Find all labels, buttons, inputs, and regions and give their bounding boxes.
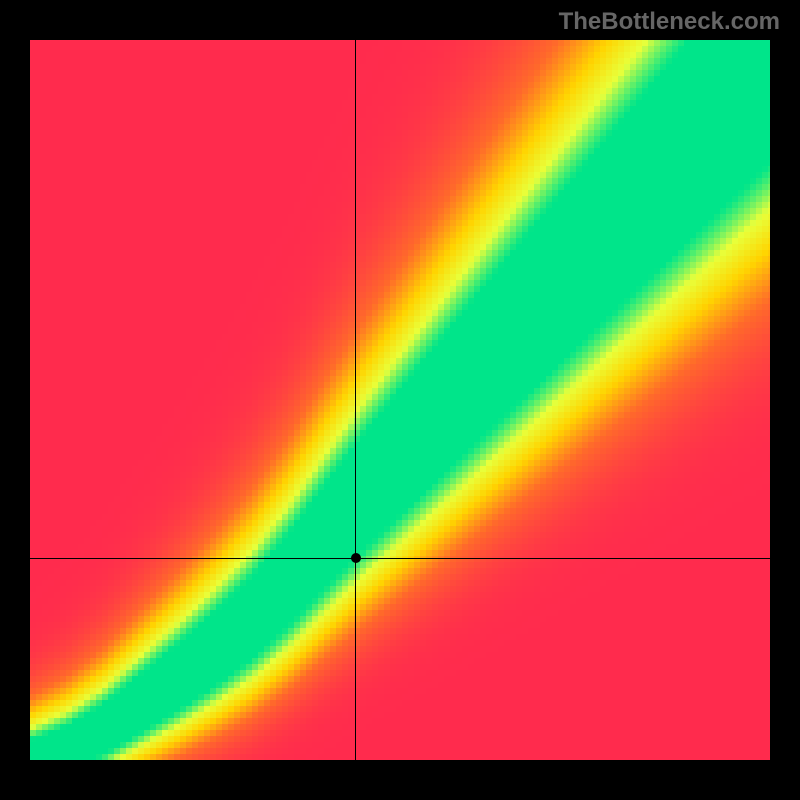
heatmap-plot [30, 40, 770, 760]
heatmap-canvas [30, 40, 770, 760]
chart-container: TheBottleneck.com [0, 0, 800, 800]
crosshair-vertical [355, 40, 357, 760]
watermark-text: TheBottleneck.com [559, 8, 780, 36]
crosshair-horizontal [30, 558, 770, 560]
crosshair-marker [351, 553, 361, 563]
